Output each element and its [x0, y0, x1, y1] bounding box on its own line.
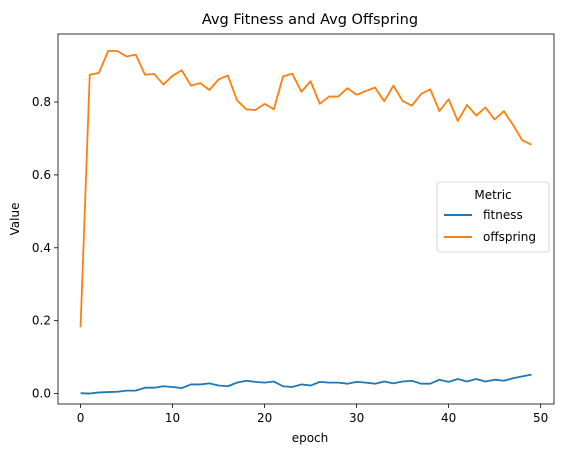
x-tick-label: 20 [257, 411, 272, 425]
y-axis: 0.0 0.2 0.4 0.6 0.8 [32, 95, 58, 401]
x-tick-label: 30 [349, 411, 364, 425]
x-tick-label: 10 [165, 411, 180, 425]
y-axis-label: Value [8, 203, 22, 236]
chart-title: Avg Fitness and Avg Offspring [202, 12, 418, 28]
x-tick-label: 0 [77, 411, 85, 425]
y-tick-label: 0.4 [32, 241, 51, 255]
legend-box [436, 181, 550, 253]
x-tick-label: 40 [441, 411, 456, 425]
y-tick-label: 0.6 [32, 168, 51, 182]
series-lines [79, 50, 532, 395]
x-axis-label: epoch [292, 431, 329, 445]
y-tick-label: 0.2 [32, 314, 51, 328]
x-axis: 0 10 20 30 40 50 [77, 404, 548, 425]
legend-label-fitness: fitness [483, 208, 523, 222]
legend: Metric fitness offspring [436, 181, 550, 253]
series-line-offspring [79, 50, 532, 328]
y-tick-label: 0.8 [32, 95, 51, 109]
legend-title: Metric [474, 188, 511, 202]
x-tick-label: 50 [533, 411, 548, 425]
series-line-fitness [80, 373, 532, 395]
legend-label-offspring: offspring [483, 230, 536, 244]
y-tick-label: 0.0 [32, 387, 51, 401]
